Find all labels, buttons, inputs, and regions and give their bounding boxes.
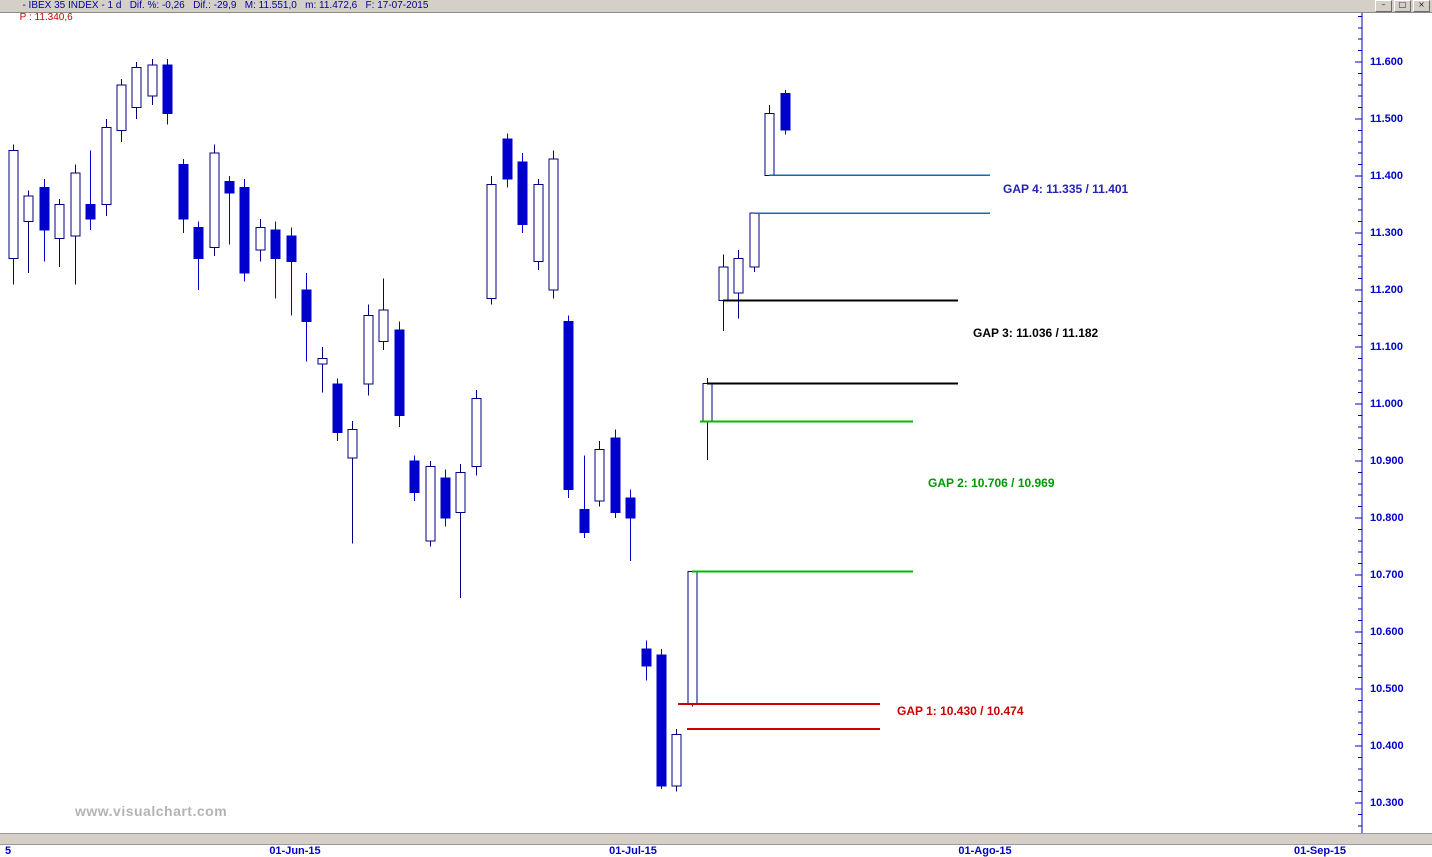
candle-up (718, 266, 729, 301)
candle-up (749, 212, 760, 268)
candle-up (8, 149, 19, 260)
candle-up (54, 204, 65, 240)
candle-up (764, 112, 775, 176)
x-axis-label: 01-Sep-15 (1294, 845, 1346, 857)
candle-up (209, 152, 220, 248)
candle-up (70, 172, 81, 237)
watermark: www.visualchart.com (75, 803, 228, 819)
candle-down (625, 497, 636, 519)
candle-down (579, 508, 590, 533)
close-button[interactable]: × (1413, 0, 1430, 12)
candle-up (363, 315, 374, 385)
candle-down (178, 164, 189, 220)
window-title: .IBEX - IBEX 35 INDEX - 1 d Dif. %: -0,2… (3, 0, 1373, 36)
window-controls: – □ × (1373, 0, 1430, 12)
candle-down (780, 92, 791, 131)
horizontal-scrollbar[interactable] (0, 833, 1432, 845)
candle-up (594, 449, 605, 502)
candle-up (471, 397, 482, 468)
candle-up (378, 309, 389, 342)
candle-down (286, 235, 297, 263)
candle-up (425, 466, 436, 542)
candle-up (533, 184, 544, 262)
candle-down (409, 460, 420, 493)
candle-up (671, 734, 682, 787)
candle-up (255, 226, 266, 251)
candle-up (347, 429, 358, 459)
x-axis-label: 01-Jun-15 (269, 845, 321, 857)
candle-up (147, 64, 158, 97)
maximize-button[interactable]: □ (1394, 0, 1411, 12)
candle-down (270, 229, 281, 260)
candle-up (455, 471, 466, 513)
candle-down (332, 383, 343, 433)
candle-down (162, 64, 173, 114)
candle-up (687, 571, 698, 705)
candle-down (224, 181, 235, 194)
candle-down (301, 289, 312, 322)
candle-up (486, 184, 497, 300)
candle-up (116, 84, 127, 131)
candle-down (641, 648, 652, 667)
candle-down (85, 204, 96, 220)
candle-down (563, 320, 574, 490)
candle-up (317, 357, 328, 365)
x-axis-label: 01-Jul-15 (609, 845, 657, 857)
candle-down (656, 654, 667, 787)
candle-up (23, 195, 34, 223)
date-axis[interactable]: 5 01-Jun-15 01-Jul-15 01-Ago-15 01-Sep-15 (0, 845, 1432, 857)
candle-down (394, 329, 405, 416)
title-last-price: P : 11.340,6 (19, 12, 73, 23)
candle-down (440, 477, 451, 519)
window-titlebar[interactable]: .IBEX - IBEX 35 INDEX - 1 d Dif. %: -0,2… (0, 0, 1432, 23)
candle-up (702, 382, 713, 423)
candle-up (131, 67, 142, 109)
title-session-data: - IBEX 35 INDEX - 1 d Dif. %: -0,26 Dif.… (19, 0, 437, 11)
candle-down (502, 138, 513, 180)
candle-down (517, 161, 528, 225)
candle-up (101, 127, 112, 205)
candle-down (39, 186, 50, 231)
candle-up (733, 258, 744, 294)
minimize-button[interactable]: – (1375, 0, 1392, 12)
candle-down (193, 226, 204, 260)
candle-down (239, 186, 250, 274)
candle-up (548, 158, 559, 291)
x-axis-label: 01-Ago-15 (958, 845, 1012, 857)
candle-down (610, 437, 621, 513)
x-axis-label: 5 (4, 845, 12, 857)
